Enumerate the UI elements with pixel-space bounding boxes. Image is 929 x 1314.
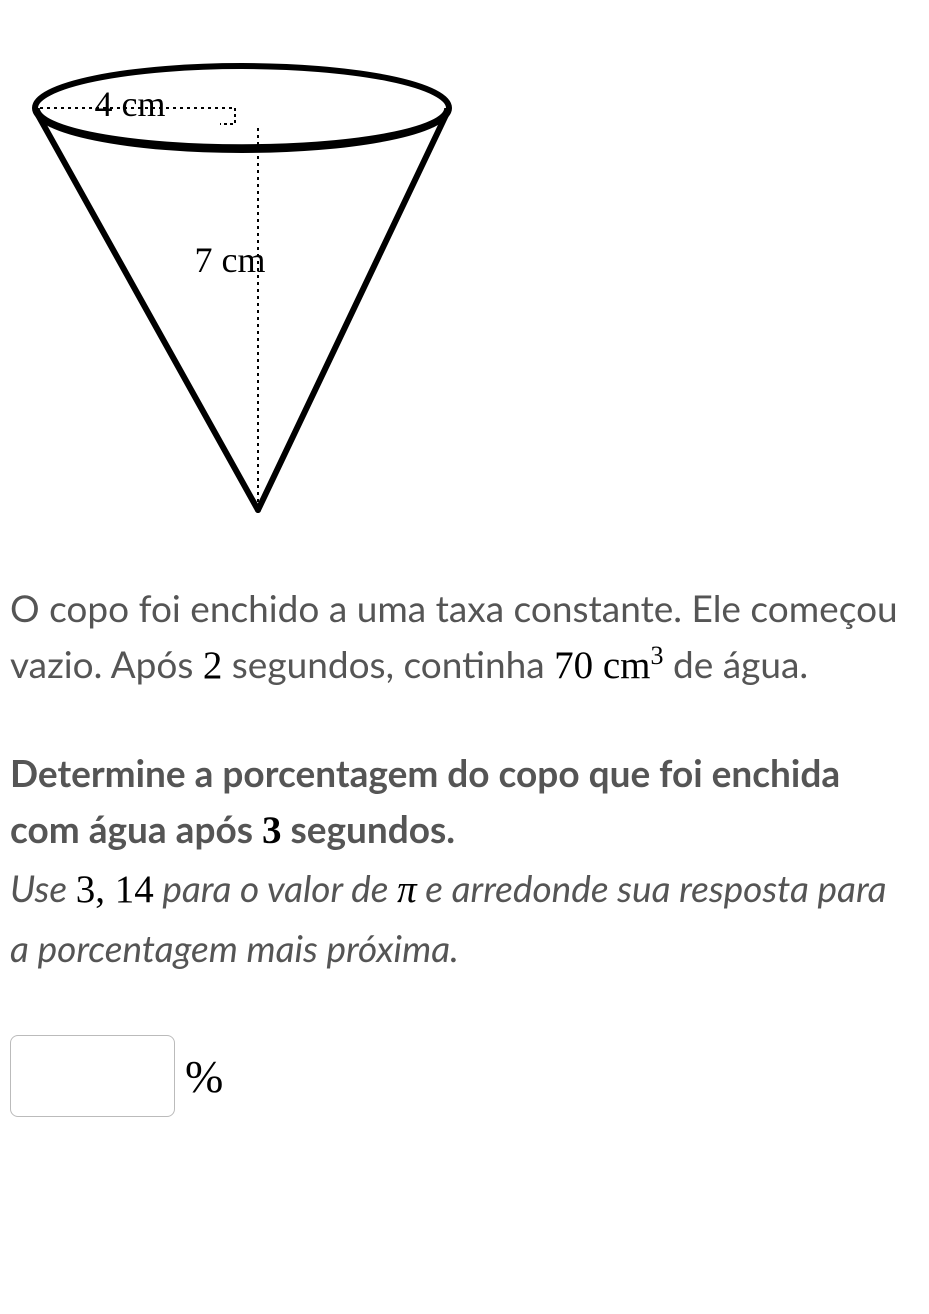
question-seconds: 3 bbox=[262, 809, 282, 852]
question-pi-symbol: π bbox=[397, 868, 417, 911]
cone-radius-label: 4 cm bbox=[95, 84, 166, 124]
question-bold: Determine a porcentagem do copo que foi … bbox=[10, 750, 840, 851]
question-italic-before: Use bbox=[10, 865, 76, 910]
problem-text-3: de água. bbox=[664, 641, 809, 686]
question-italic-mid: para o valor de bbox=[154, 865, 397, 910]
answer-input[interactable] bbox=[10, 1035, 175, 1117]
cone-height-label: 7 cm bbox=[195, 240, 266, 280]
problem-statement: O copo foi enchido a uma taxa constante.… bbox=[10, 580, 909, 695]
problem-volume-value: 70 cm3 bbox=[554, 644, 663, 687]
question-italic: Use 3, 14 para o valor de π e arredonde … bbox=[10, 865, 887, 970]
problem-seconds-value: 2 bbox=[203, 644, 223, 687]
cone-diagram: 4 cm 7 cm bbox=[20, 40, 460, 520]
question-pi-approx: 3, 14 bbox=[76, 868, 154, 911]
percent-label: % bbox=[185, 1050, 223, 1103]
question-bold-after: segundos. bbox=[282, 806, 456, 851]
answer-row: % bbox=[10, 1035, 909, 1117]
problem-text-2: segundos, continha bbox=[222, 641, 554, 686]
question-block: Determine a porcentagem do copo que foi … bbox=[10, 745, 909, 975]
